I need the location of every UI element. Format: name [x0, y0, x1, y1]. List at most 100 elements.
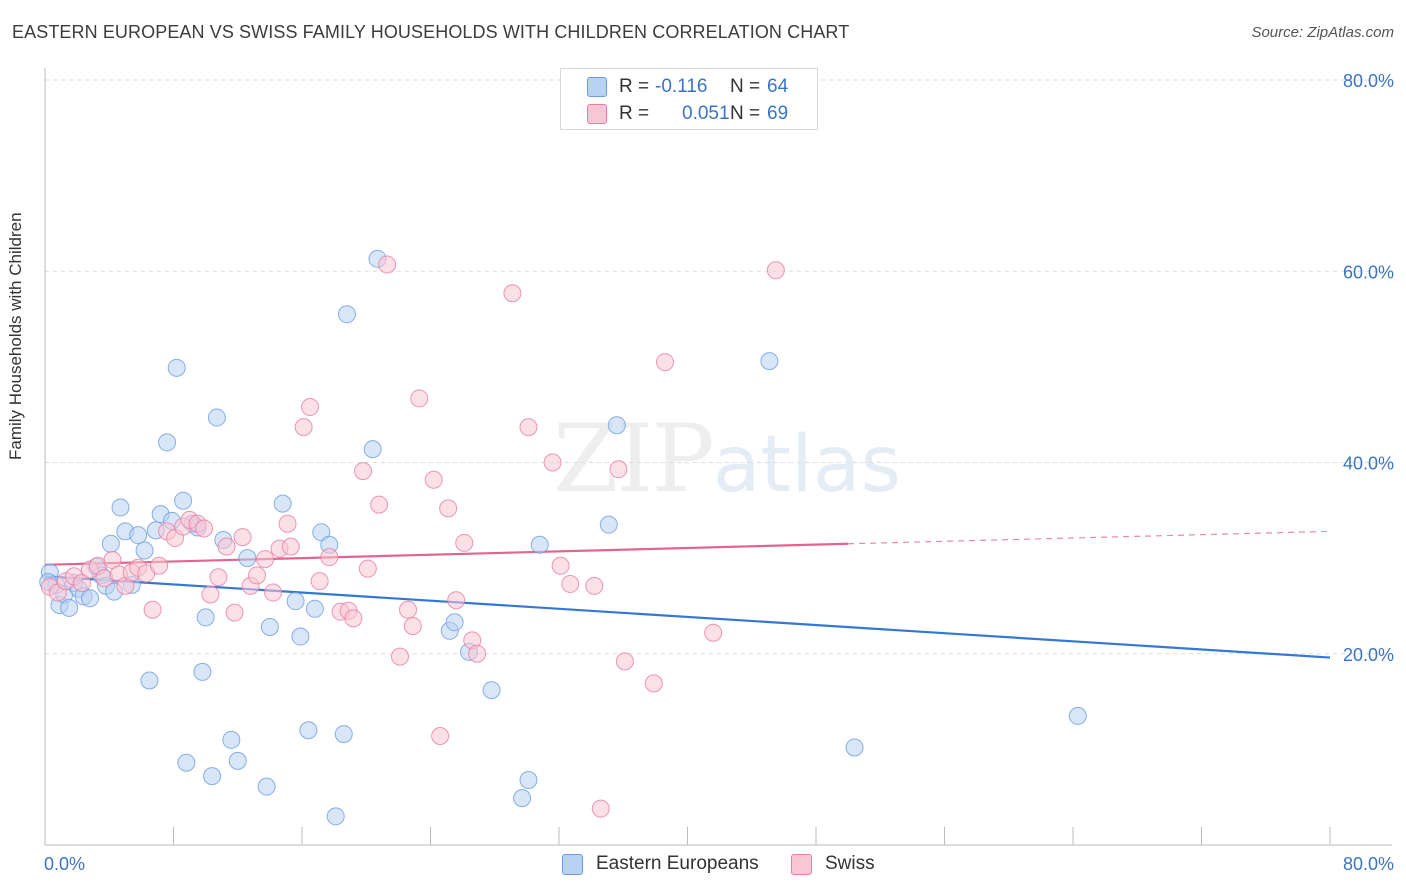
point-eastern-europeans [305, 599, 324, 618]
point-swiss [354, 462, 373, 481]
point-swiss [301, 398, 320, 417]
point-swiss [766, 261, 785, 280]
point-eastern-europeans [207, 408, 226, 427]
point-swiss [248, 566, 267, 585]
point-swiss [143, 600, 162, 619]
point-eastern-europeans [599, 515, 618, 534]
point-eastern-europeans [334, 725, 353, 744]
point-eastern-europeans [257, 777, 276, 796]
point-swiss [410, 389, 429, 408]
y-tick-label: 60.0% [1343, 262, 1394, 282]
trend-lines [44, 530, 1331, 659]
watermark-atlas: atlas [712, 420, 902, 510]
point-swiss [294, 418, 313, 437]
grid-lines [45, 79, 1392, 655]
y-axis-label: Family Households with Children [6, 212, 25, 460]
point-swiss [403, 617, 422, 636]
point-eastern-europeans [203, 767, 222, 786]
legend-n-label: N = [730, 76, 761, 97]
point-swiss [551, 556, 570, 575]
tick-labels: 20.0% 40.0% 60.0% 80.0% 0.0% 80.0% [44, 71, 1394, 874]
legend-label-swiss: Swiss [825, 853, 875, 874]
point-swiss [370, 495, 389, 514]
point-eastern-europeans [513, 789, 532, 808]
point-swiss [72, 573, 91, 592]
y-tick-label: 80.0% [1343, 71, 1394, 91]
legend-r-label: R = [619, 76, 650, 97]
point-eastern-europeans [607, 416, 626, 435]
legend-r-value: -0.116 [655, 76, 708, 97]
point-eastern-europeans [530, 535, 549, 554]
point-swiss [358, 559, 377, 578]
point-swiss [310, 572, 329, 591]
point-eastern-europeans [299, 721, 318, 740]
point-swiss [503, 284, 522, 303]
point-eastern-europeans [80, 589, 99, 608]
point-eastern-europeans [177, 753, 196, 772]
legend-swatch-swiss [587, 104, 607, 124]
point-swiss [543, 453, 562, 472]
data-points [39, 249, 1087, 826]
point-eastern-europeans [60, 598, 79, 617]
point-swiss [399, 600, 418, 619]
point-eastern-europeans [158, 433, 177, 452]
point-swiss [704, 623, 723, 642]
point-eastern-europeans [135, 541, 154, 560]
point-eastern-europeans [760, 352, 779, 371]
legend-swatch-swiss [791, 854, 812, 875]
point-swiss [424, 470, 443, 489]
point-swiss [615, 652, 634, 671]
y-tick-label: 40.0% [1343, 454, 1394, 474]
point-swiss [217, 537, 236, 556]
point-eastern-europeans [111, 498, 130, 517]
legend-label-eastern-europeans: Eastern Europeans [596, 853, 759, 874]
stats-legend: R = -0.116 N = 64 R = 0.051 N = 69 [560, 68, 818, 130]
point-eastern-europeans [363, 440, 382, 459]
point-swiss [320, 548, 339, 567]
point-swiss [585, 576, 604, 595]
point-eastern-europeans [519, 770, 538, 789]
point-swiss [390, 647, 409, 666]
point-swiss [455, 533, 474, 552]
point-eastern-europeans [482, 681, 501, 700]
point-swiss [609, 460, 628, 479]
point-swiss [344, 609, 363, 628]
point-eastern-europeans [260, 617, 279, 636]
point-swiss [256, 550, 275, 569]
legend-swatch-eastern-europeans [587, 77, 607, 97]
point-eastern-europeans [129, 526, 148, 545]
point-swiss [468, 644, 487, 663]
point-eastern-europeans [445, 613, 464, 632]
point-eastern-europeans [193, 662, 212, 681]
point-eastern-europeans [222, 730, 241, 749]
point-swiss [281, 537, 300, 556]
point-eastern-europeans [286, 592, 305, 611]
point-eastern-europeans [238, 549, 257, 568]
point-swiss [378, 255, 397, 274]
point-eastern-europeans [1068, 706, 1087, 725]
point-eastern-europeans [101, 534, 120, 553]
point-swiss [656, 353, 675, 372]
legend-r-value: 0.051 [682, 103, 730, 124]
point-swiss [447, 591, 466, 610]
point-eastern-europeans [326, 807, 345, 826]
chart-title: EASTERN EUROPEAN VS SWISS FAMILY HOUSEHO… [12, 22, 850, 42]
point-swiss [644, 674, 663, 693]
point-eastern-europeans [174, 491, 193, 510]
point-eastern-europeans [845, 738, 864, 757]
point-eastern-europeans [167, 358, 186, 377]
point-swiss [195, 519, 214, 538]
point-eastern-europeans [196, 608, 215, 627]
legend-n-value: 69 [767, 103, 789, 124]
point-eastern-europeans [337, 305, 356, 324]
x-tick-label: 0.0% [44, 854, 85, 874]
trend-line-swiss [44, 542, 849, 566]
y-tick-label: 20.0% [1343, 645, 1394, 665]
point-eastern-europeans [291, 627, 310, 646]
point-swiss [225, 603, 244, 622]
point-swiss [561, 574, 580, 593]
legend-swatch-eastern-europeans [562, 854, 583, 875]
trend-line-eastern-europeans [44, 575, 1331, 659]
legend-n-value: 64 [767, 76, 789, 97]
